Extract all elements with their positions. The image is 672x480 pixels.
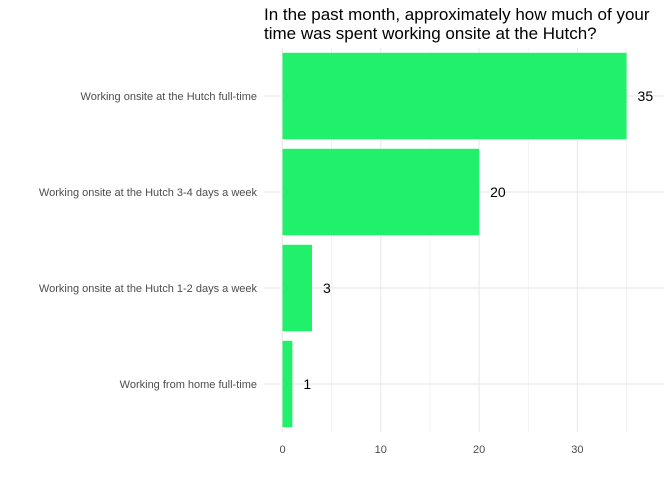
bar	[282, 148, 480, 236]
bar-value-label: 3	[323, 280, 331, 296]
chart-title-line-1: In the past month, approximately how muc…	[264, 5, 650, 24]
bars	[282, 52, 627, 428]
bar	[282, 340, 293, 428]
x-tick-label: 0	[279, 444, 285, 456]
bar-value-label: 1	[303, 376, 311, 392]
bar-value-label: 35	[638, 88, 654, 104]
category-label: Working onsite at the Hutch full-time	[81, 91, 257, 103]
bar	[282, 52, 627, 140]
bar	[282, 244, 312, 332]
value-labels: 35 20 3 1	[303, 88, 653, 392]
category-label: Working onsite at the Hutch 1-2 days a w…	[39, 283, 258, 295]
chart-title-line-2: time was spent working onsite at the Hut…	[264, 24, 597, 43]
x-tick-labels: 0 10 20 30	[279, 444, 583, 456]
bar-value-label: 20	[490, 184, 506, 200]
x-tick-label: 30	[571, 444, 583, 456]
category-label: Working onsite at the Hutch 3-4 days a w…	[39, 187, 258, 199]
category-label: Working from home full-time	[120, 379, 257, 391]
x-tick-label: 10	[375, 444, 387, 456]
x-tick-label: 20	[473, 444, 485, 456]
category-labels: Working onsite at the Hutch full-time Wor…	[39, 91, 258, 391]
